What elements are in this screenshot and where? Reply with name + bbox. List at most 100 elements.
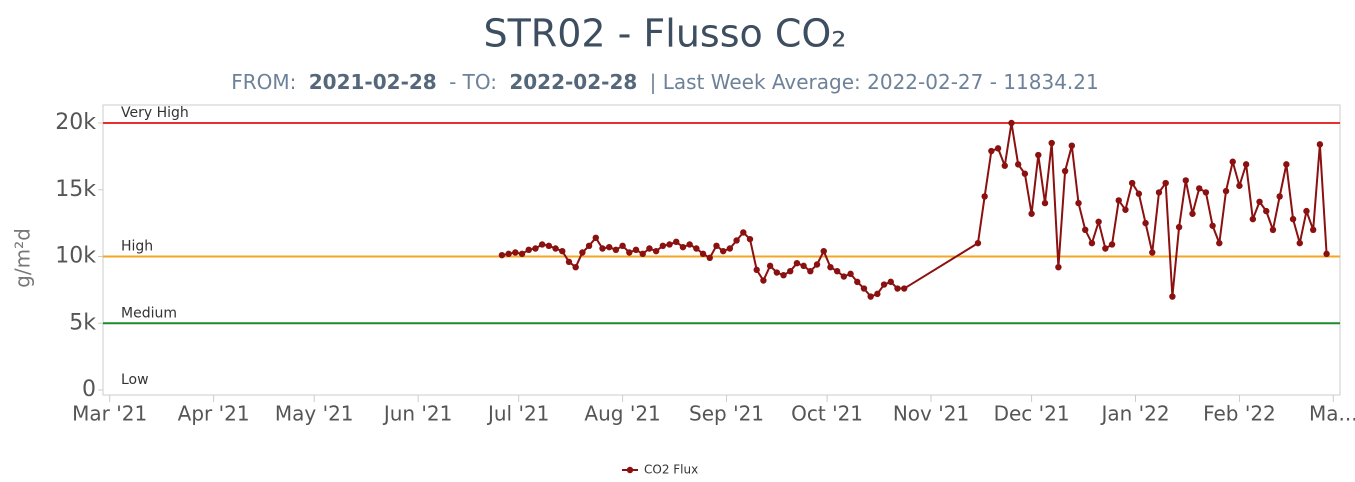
data-point [659,242,667,250]
data-point [679,243,687,251]
data-point [1283,161,1290,168]
data-point [974,239,982,247]
data-point [867,293,874,300]
data-point [1303,207,1310,215]
x-tick-label: Jul '21 [486,402,549,426]
data-point [1055,263,1062,271]
data-point [1316,141,1324,148]
data-point [686,241,693,248]
data-point [1108,241,1116,248]
data-point [1082,226,1089,233]
data-point [1122,206,1129,213]
legend-marker [626,466,634,474]
data-point [760,277,767,284]
data-point [1061,167,1069,175]
data-point [1276,193,1283,200]
plot-frame [102,104,1341,396]
data-point [1169,293,1176,300]
data-point [1289,215,1297,223]
data-point [766,262,774,270]
data-point [552,245,559,252]
data-point [512,249,519,256]
data-point [612,246,620,254]
data-point [632,246,640,254]
data-point [874,290,881,298]
data-point [538,241,546,248]
data-point [585,242,593,250]
data-point [1021,170,1029,177]
data-point [1095,218,1102,225]
data-point [652,247,660,255]
data-point [693,245,700,252]
data-point [559,247,566,255]
data-point [1196,185,1203,192]
data-point [1189,210,1196,217]
series-line [501,122,1328,298]
data-point [518,250,526,258]
subtitle-to-label: - TO: [449,70,497,94]
data-point [532,245,539,252]
data-point [840,273,848,280]
data-point [1229,158,1236,165]
data-point [1001,162,1008,169]
data-point [1263,207,1270,215]
data-point [719,247,727,255]
data-point [1149,249,1156,256]
data-point [646,245,653,252]
data-point [706,254,713,262]
data-point [1088,239,1096,247]
x-tick-label: Apr '21 [178,402,250,426]
data-point [1202,189,1210,196]
data-point [813,261,821,268]
chart-title: STR02 - Flusso CO₂ [483,12,846,56]
data-point [1209,222,1216,229]
data-point [1014,161,1022,168]
data-point [1269,226,1277,233]
data-point [1155,189,1163,196]
x-tick-label: Dec '21 [994,402,1070,426]
y-tick-label: 20k [55,110,96,135]
data-point [793,259,801,267]
data-point [800,262,807,270]
chart-subtitle: FROM: 2021-02-28 - TO: 2022-02-28 | Last… [231,70,1098,94]
x-tick-label: Oct '21 [791,402,863,426]
data-point [1041,199,1049,207]
y-tick-label: 5k [69,310,96,335]
data-point [626,249,633,256]
data-point [1048,139,1055,147]
data-point [673,238,680,246]
data-point [605,243,613,251]
data-point [1102,245,1109,252]
data-point [854,278,861,286]
subtitle-from-label: FROM: [231,70,296,94]
subtitle-average: | Last Week Average: 2022-02-27 - 11834.… [650,70,1099,94]
data-point [666,241,673,248]
data-point [833,267,841,275]
legend-label: CO2 Flux [644,463,698,477]
data-point [545,242,553,250]
data-point [1162,179,1169,187]
data-point [994,145,1002,152]
data-point [1323,250,1330,258]
x-tick-label: May '21 [275,402,354,426]
data-point [1128,179,1136,187]
data-point [773,269,781,276]
data-point [1035,151,1042,159]
y-tick-label: 15k [55,177,96,202]
data-point [746,235,754,243]
data-point [1175,223,1183,231]
data-point [733,237,740,244]
data-point [1182,177,1189,184]
data-point [579,249,586,256]
data-point [880,281,888,288]
data-point [1216,239,1223,247]
x-tick-label: Jan '22 [1099,402,1169,426]
x-tick-label: Jun '21 [382,402,453,426]
subtitle-to: 2022-02-28 [509,70,637,94]
data-point [740,229,747,236]
data-point [1142,219,1149,227]
threshold-label: Very High [121,105,189,121]
data-point [726,245,734,252]
threshold-label: Medium [121,305,177,321]
